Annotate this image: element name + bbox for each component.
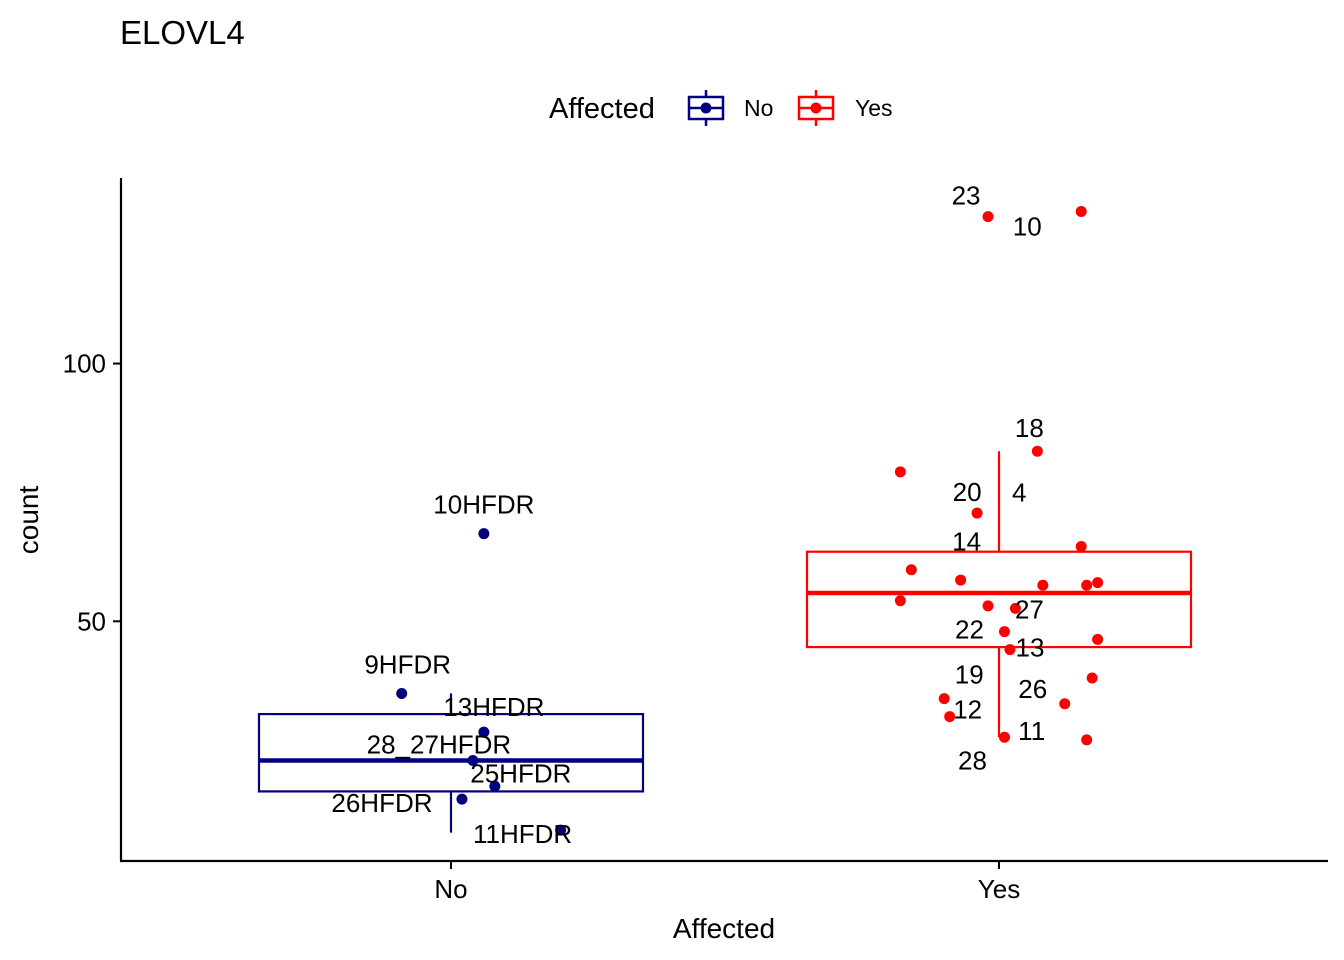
data-point [938, 693, 950, 705]
data-point [905, 564, 917, 576]
y-tick-label: 100 [63, 349, 106, 379]
point-label: 19 [955, 660, 984, 690]
data-point [456, 793, 468, 805]
data-point [1081, 579, 1093, 591]
legend-key-no [687, 90, 725, 126]
data-point [1075, 206, 1087, 218]
legend: Affected No Yes [549, 90, 893, 126]
data-point [982, 600, 994, 612]
box-no [257, 712, 645, 793]
data-point [894, 466, 906, 478]
point-label: 28_27HFDR [367, 729, 512, 759]
x-tick-label: No [434, 874, 467, 904]
data-point [467, 754, 479, 766]
point-label: 11HFDR [473, 819, 572, 849]
data-point [396, 687, 408, 699]
x-axis-title: Affected [673, 913, 775, 944]
data-point [971, 507, 983, 519]
point-label: 12 [953, 695, 982, 725]
point-label: 10HFDR [433, 490, 534, 520]
data-point [894, 595, 906, 607]
point-label: 9HFDR [364, 649, 451, 679]
legend-key-yes [797, 90, 835, 126]
data-point [478, 726, 490, 738]
data-point [1031, 445, 1043, 457]
point-label: 10 [1013, 212, 1042, 242]
box-yes [805, 550, 1193, 649]
data-point [955, 574, 967, 586]
data-point [1075, 541, 1087, 553]
point-label: 23 [952, 181, 981, 211]
x-tick-label: Yes [978, 874, 1020, 904]
data-point [555, 824, 567, 836]
y-tick-label: 50 [77, 606, 106, 636]
data-point [1081, 734, 1093, 746]
data-point [1004, 644, 1016, 656]
data-point [944, 711, 956, 723]
data-point [489, 780, 501, 792]
data-point [1086, 672, 1098, 684]
y-axis-title: count [13, 486, 44, 555]
point-label: 26 [1018, 674, 1047, 704]
data-point [478, 528, 490, 540]
point-label: 18 [1015, 413, 1044, 443]
point-label: 14 [952, 527, 981, 557]
axis-ticks: 50 100 No Yes [63, 349, 1021, 904]
data-point [1059, 698, 1071, 710]
point-label: 22 [955, 615, 984, 645]
data-point [1092, 577, 1104, 589]
data-point [1009, 602, 1021, 614]
point-label: 13HFDR [443, 692, 544, 722]
data-point [982, 211, 994, 223]
point-label: 25HFDR [470, 758, 571, 788]
point-label: 11 [1018, 716, 1045, 746]
point-label: 26HFDR [331, 788, 432, 818]
legend-label-yes: Yes [855, 95, 893, 121]
data-point [1092, 633, 1104, 645]
point-label: 28 [958, 745, 987, 775]
point-label: 27 [1015, 594, 1044, 624]
point-label: 13 [1015, 633, 1044, 663]
data-point [998, 731, 1010, 743]
point-label: 20 [953, 477, 982, 507]
legend-title: Affected [549, 93, 655, 125]
legend-label-no: No [744, 95, 773, 121]
point-label: 4 [1012, 478, 1026, 508]
chart-title: ELOVL4 [120, 14, 245, 51]
data-point [1037, 579, 1049, 591]
data-point [998, 626, 1010, 638]
